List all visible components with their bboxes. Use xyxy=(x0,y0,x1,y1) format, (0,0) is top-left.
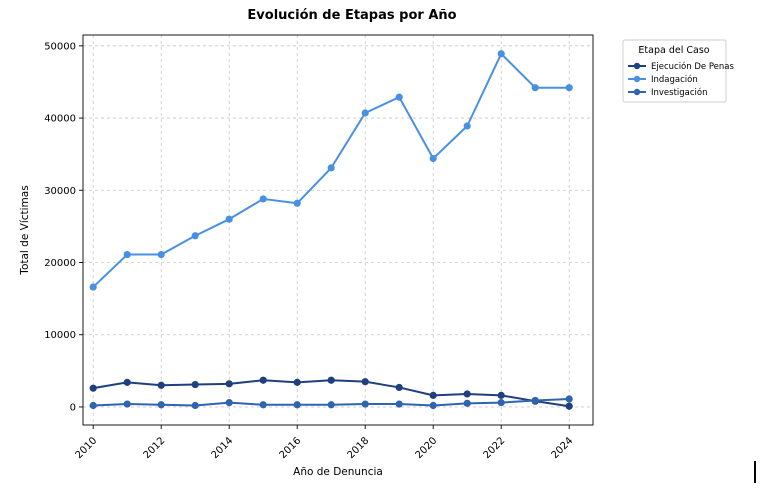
data-point xyxy=(327,401,335,409)
data-point xyxy=(123,378,131,386)
legend-box xyxy=(622,39,727,103)
series-points xyxy=(89,50,573,410)
data-point xyxy=(531,396,539,405)
y-tick-label: 10000 xyxy=(44,330,76,341)
data-point xyxy=(395,383,403,392)
text-cursor xyxy=(754,461,756,483)
data-point xyxy=(429,401,437,410)
y-tick-label: 40000 xyxy=(44,114,76,125)
data-point xyxy=(123,400,131,408)
data-point xyxy=(225,215,233,223)
x-tick-label: 2012 xyxy=(142,435,168,461)
data-point xyxy=(293,401,301,409)
x-tick-label: 2016 xyxy=(278,435,304,461)
data-point xyxy=(123,250,131,259)
data-point xyxy=(225,399,233,407)
series-lines xyxy=(92,52,570,408)
data-point xyxy=(395,400,403,408)
x-axis-label: Año de Denuncia xyxy=(293,466,383,478)
data-point xyxy=(531,84,539,92)
data-point xyxy=(361,400,369,408)
data-point xyxy=(497,391,505,399)
legend-marker xyxy=(633,62,641,70)
y-axis-ticks: 0 10000 20000 30000 40000 50000 xyxy=(44,41,83,413)
data-point xyxy=(327,164,335,172)
data-point xyxy=(463,399,471,407)
x-tick-label: 2024 xyxy=(550,435,576,461)
data-point xyxy=(89,384,97,392)
legend-marker xyxy=(633,75,641,83)
data-point xyxy=(225,380,233,388)
y-tick-label: 0 xyxy=(70,402,76,413)
data-point xyxy=(89,401,97,410)
data-point xyxy=(361,109,369,117)
legend-title: Etapa del Caso xyxy=(638,45,709,56)
data-point xyxy=(259,195,267,203)
data-point xyxy=(361,378,369,386)
data-point xyxy=(565,84,573,92)
data-point xyxy=(429,154,437,163)
data-point xyxy=(463,122,471,130)
x-tick-label: 2022 xyxy=(482,435,508,461)
data-point xyxy=(157,250,165,259)
legend-label: Ejecución De Penas xyxy=(651,61,734,72)
x-axis-ticks: 2010 2012 2014 2016 2018 2020 2022 2024 xyxy=(74,425,576,461)
data-point xyxy=(293,199,301,207)
legend-marker xyxy=(633,88,641,96)
data-point xyxy=(157,401,165,409)
legend: Etapa del Caso Ejecución De Penas Indagac… xyxy=(622,39,734,103)
data-point xyxy=(259,376,267,384)
legend-label: Indagación xyxy=(651,74,698,85)
data-point xyxy=(259,401,267,409)
y-tick-label: 20000 xyxy=(44,258,76,269)
x-tick-label: 2010 xyxy=(74,435,100,461)
data-point xyxy=(89,283,97,291)
y-tick-label: 30000 xyxy=(44,186,76,197)
x-tick-label: 2018 xyxy=(346,435,372,461)
x-tick-label: 2014 xyxy=(210,435,236,461)
legend-label: Investigación xyxy=(651,87,708,98)
data-point xyxy=(497,399,505,407)
data-point xyxy=(429,391,437,399)
y-tick-label: 50000 xyxy=(44,41,76,52)
data-point xyxy=(293,378,301,386)
data-point xyxy=(157,381,165,389)
data-point xyxy=(191,401,199,410)
data-point xyxy=(565,395,573,403)
data-point xyxy=(463,390,471,398)
grid xyxy=(83,35,593,425)
y-axis-label: Total de Víctimas xyxy=(19,185,31,275)
data-point xyxy=(565,402,573,410)
chart-title: Evolución de Etapas por Año xyxy=(247,8,456,23)
data-point xyxy=(395,93,403,101)
data-point xyxy=(327,376,335,384)
data-point xyxy=(191,380,199,389)
data-point xyxy=(497,50,505,58)
axes-frame xyxy=(82,34,594,426)
data-point xyxy=(191,232,199,240)
x-tick-label: 2020 xyxy=(414,435,440,461)
